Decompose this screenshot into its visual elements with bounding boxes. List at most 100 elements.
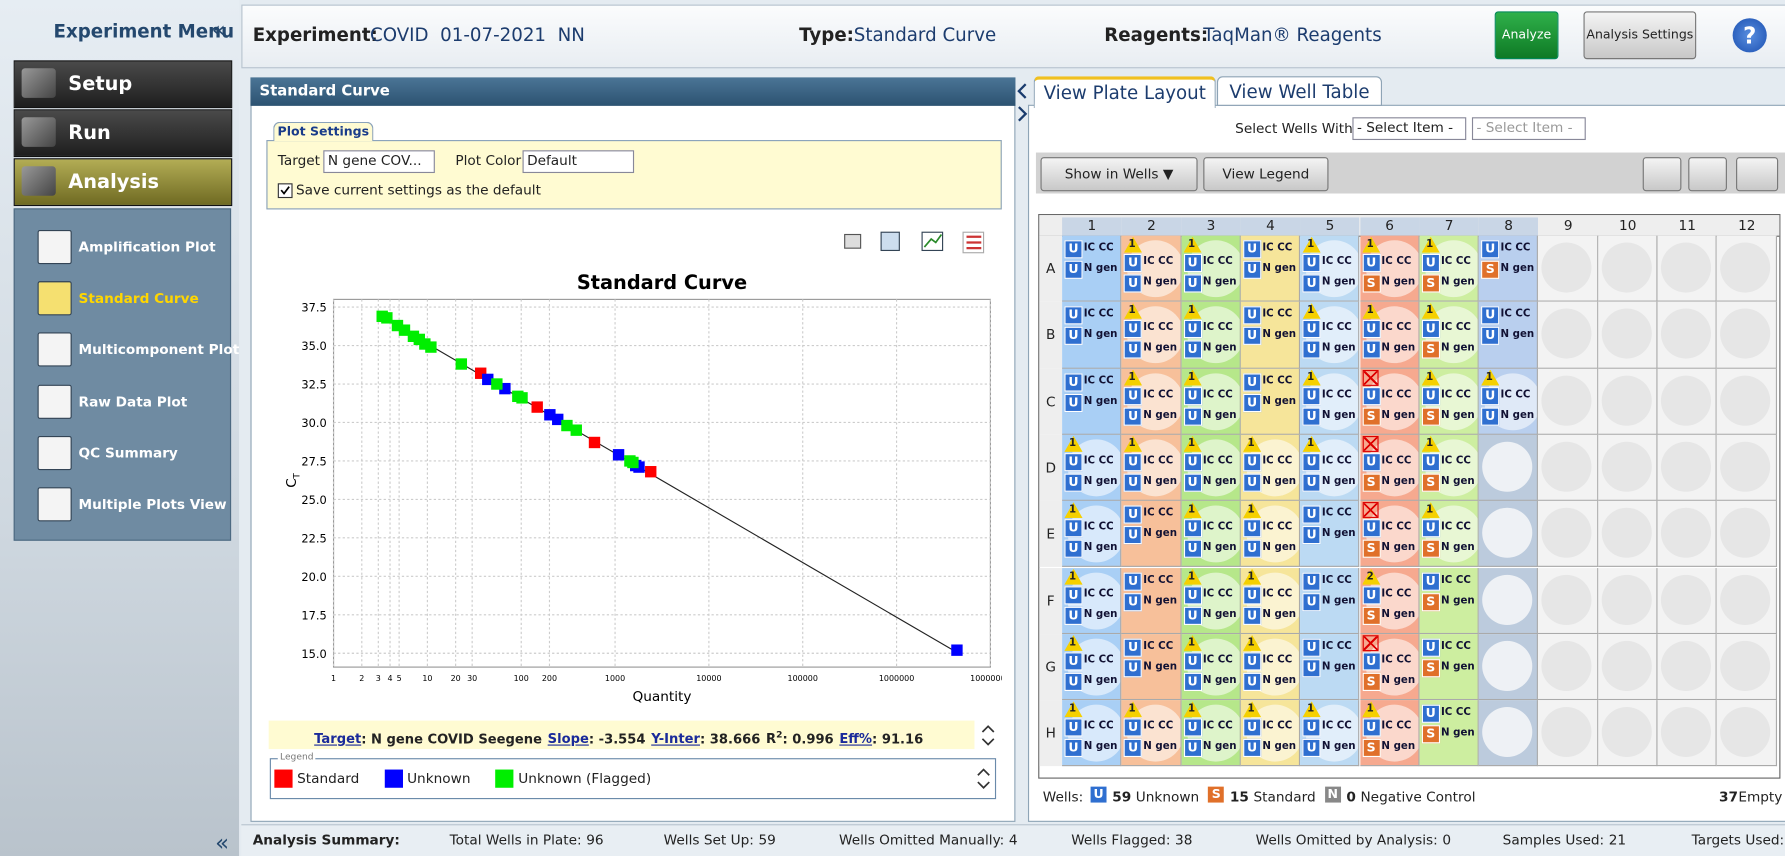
- tab-active[interactable]: View Plate Layout: [1033, 76, 1216, 109]
- well[interactable]: 1 U IC CC U N gen: [1121, 235, 1182, 303]
- well[interactable]: 1 U IC CC U N gen: [1240, 567, 1301, 634]
- collapse-icon[interactable]: «: [211, 15, 226, 44]
- well[interactable]: 1 U IC CC U N gen: [1181, 633, 1241, 701]
- well[interactable]: U IC CC S N gen: [1359, 501, 1420, 568]
- well[interactable]: U IC CC U N gen: [1121, 633, 1182, 701]
- well[interactable]: 1 U IC CC U N gen: [1240, 633, 1301, 701]
- well[interactable]: 1 U IC CC U N gen: [1478, 368, 1539, 435]
- well[interactable]: 1 U IC CC U N gen: [1300, 700, 1360, 767]
- setup-button[interactable]: Setup: [13, 60, 233, 109]
- well[interactable]: U IC CC U N gen: [1062, 235, 1122, 303]
- well[interactable]: [1657, 633, 1718, 701]
- view-legend-button[interactable]: View Legend: [1203, 157, 1329, 192]
- well[interactable]: 1 U IC CC U N gen: [1181, 501, 1241, 568]
- zoom-in-button[interactable]: [1642, 157, 1682, 192]
- well[interactable]: U IC CC S N gen: [1419, 700, 1479, 767]
- tab[interactable]: View Well Table: [1216, 76, 1383, 106]
- well[interactable]: [1717, 501, 1777, 568]
- well[interactable]: U IC CC U N gen: [1300, 501, 1360, 568]
- run-button[interactable]: Run: [13, 109, 233, 158]
- well[interactable]: 1 U IC CC U N gen: [1181, 567, 1241, 634]
- zoom-out-button[interactable]: [1688, 157, 1727, 192]
- well[interactable]: [1538, 434, 1598, 502]
- well[interactable]: [1657, 501, 1718, 568]
- well[interactable]: [1538, 567, 1598, 634]
- well[interactable]: 1 U IC CC U N gen: [1062, 567, 1122, 634]
- well[interactable]: [1717, 567, 1777, 634]
- well[interactable]: 1 U IC CC U N gen: [1300, 368, 1360, 435]
- well[interactable]: U IC CC U N gen: [1062, 302, 1122, 369]
- well[interactable]: U IC CC S N gen: [1419, 567, 1479, 634]
- well[interactable]: [1657, 434, 1718, 502]
- well[interactable]: [1717, 235, 1777, 303]
- well[interactable]: 1 U IC CC U N gen: [1240, 700, 1301, 767]
- well[interactable]: U IC CC S N gen: [1359, 633, 1420, 701]
- well[interactable]: U IC CC U N gen: [1240, 235, 1301, 303]
- well[interactable]: [1538, 633, 1598, 701]
- well[interactable]: U IC CC S N gen: [1359, 434, 1420, 502]
- analysis-button[interactable]: Analysis: [13, 158, 233, 207]
- well[interactable]: U IC CC U N gen: [1240, 302, 1301, 369]
- well[interactable]: 1 U IC CC U N gen: [1181, 302, 1241, 369]
- menu-item[interactable]: Multiple Plots View: [37, 487, 227, 522]
- well[interactable]: 1 U IC CC U N gen: [1062, 700, 1122, 767]
- show-in-wells-button[interactable]: Show in Wells ▼: [1040, 157, 1198, 192]
- well[interactable]: 1 U IC CC U N gen: [1359, 302, 1420, 369]
- well[interactable]: [1478, 633, 1539, 701]
- well[interactable]: [1597, 633, 1658, 701]
- well[interactable]: [1717, 368, 1777, 435]
- well[interactable]: [1597, 302, 1658, 369]
- plot-color-select[interactable]: Default: [522, 150, 635, 174]
- well[interactable]: 1 U IC CC U N gen: [1181, 434, 1241, 502]
- well[interactable]: [1538, 501, 1598, 568]
- well[interactable]: [1657, 368, 1718, 435]
- well[interactable]: 1 U IC CC U N gen: [1121, 368, 1182, 435]
- well[interactable]: 1 U IC CC U N gen: [1240, 434, 1301, 502]
- well[interactable]: 1 U IC CC U N gen: [1121, 302, 1182, 369]
- well[interactable]: 1 U IC CC U N gen: [1181, 235, 1241, 303]
- well[interactable]: 1 U IC CC U N gen: [1240, 501, 1301, 568]
- well[interactable]: [1657, 567, 1718, 634]
- well[interactable]: 1 U IC CC S N gen: [1419, 368, 1479, 435]
- select[interactable]: - Select Item -: [1471, 117, 1586, 141]
- well[interactable]: [1657, 700, 1718, 767]
- well[interactable]: U IC CC S N gen: [1359, 368, 1420, 435]
- well[interactable]: 1 U IC CC U N gen: [1300, 302, 1360, 369]
- well[interactable]: U IC CC U N gen: [1300, 567, 1360, 634]
- well[interactable]: 1 U IC CC S N gen: [1419, 501, 1479, 568]
- well[interactable]: 1 U IC CC U N gen: [1062, 633, 1122, 701]
- well[interactable]: [1717, 700, 1777, 767]
- well[interactable]: U IC CC U N gen: [1478, 302, 1539, 369]
- well[interactable]: U IC CC S N gen: [1419, 633, 1479, 701]
- well[interactable]: [1597, 434, 1658, 502]
- target-select[interactable]: N gene COV...: [323, 150, 435, 174]
- select[interactable]: - Select Item -: [1352, 117, 1467, 141]
- well[interactable]: [1597, 567, 1658, 634]
- well[interactable]: U IC CC U N gen: [1240, 368, 1301, 435]
- well[interactable]: 1 U IC CC U N gen: [1181, 368, 1241, 435]
- menu-item[interactable]: Multicomponent Plot: [37, 332, 239, 368]
- well[interactable]: 1 U IC CC U N gen: [1181, 700, 1241, 767]
- well[interactable]: [1717, 633, 1777, 701]
- well[interactable]: 1 U IC CC U N gen: [1121, 434, 1182, 502]
- well[interactable]: U IC CC U N gen: [1062, 368, 1122, 435]
- well[interactable]: [1478, 501, 1539, 568]
- menu-item[interactable]: Amplification Plot: [37, 229, 226, 265]
- collapse-icon[interactable]: «: [215, 828, 230, 856]
- well[interactable]: [1657, 302, 1718, 369]
- well[interactable]: [1717, 302, 1777, 369]
- well[interactable]: 2 U IC CC S N gen: [1359, 567, 1420, 634]
- fit-button[interactable]: [1736, 157, 1779, 192]
- well[interactable]: [1597, 368, 1658, 435]
- panel-arrows[interactable]: [1015, 80, 1029, 126]
- well[interactable]: [1538, 700, 1598, 767]
- well[interactable]: 1 U IC CC S N gen: [1359, 235, 1420, 303]
- well[interactable]: 1 U IC CC S N gen: [1359, 700, 1420, 767]
- menu-item[interactable]: Standard Curve: [37, 281, 226, 316]
- well[interactable]: 1 U IC CC S N gen: [1419, 235, 1479, 303]
- analyze-button[interactable]: Analyze: [1494, 11, 1559, 60]
- well[interactable]: U IC CC U N gen: [1300, 633, 1360, 701]
- menu-item[interactable]: Raw Data Plot: [37, 384, 226, 419]
- well[interactable]: U IC CC U N gen: [1121, 567, 1182, 634]
- well[interactable]: 1 U IC CC U N gen: [1062, 501, 1122, 568]
